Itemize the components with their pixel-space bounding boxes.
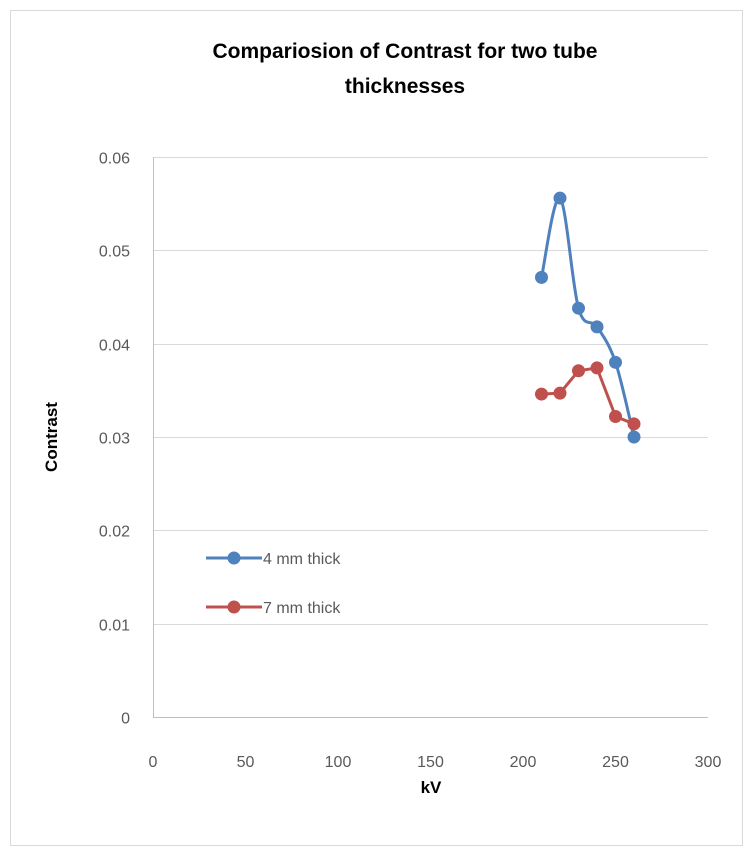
y-tick-label: 0.05 [99, 244, 130, 261]
axes [153, 157, 708, 718]
chart-title-line-2: thicknesses [345, 75, 465, 98]
y-tick-label: 0.06 [99, 151, 130, 168]
y-axis-title: Contrast [42, 402, 61, 472]
chart-border [10, 10, 743, 846]
chart-title-line-1: Compariosion of Contrast for two tube [213, 40, 598, 63]
x-tick-labels: 0 50 100 150 200 250 300 [149, 754, 722, 771]
x-tick-label: 50 [237, 754, 255, 771]
data-point [609, 355, 622, 369]
data-point [627, 430, 641, 444]
legend-swatch-marker [227, 600, 241, 614]
data-point [535, 270, 548, 284]
y-tick-labels: 0 0.01 0.02 0.03 0.04 0.05 0.06 [99, 151, 130, 728]
series-1 [535, 191, 641, 444]
x-axis-title: kV [421, 778, 442, 797]
data-point [627, 417, 641, 431]
data-point [553, 386, 567, 400]
y-tick-label: 0.04 [99, 338, 130, 355]
y-tick-label: 0.03 [99, 431, 130, 448]
plot-series [535, 191, 641, 444]
series-2 [535, 361, 641, 431]
gridlines [153, 157, 708, 625]
y-tick-label: 0.01 [99, 618, 130, 635]
data-point [553, 191, 567, 205]
x-tick-label: 100 [325, 754, 352, 771]
legend-entry: 7 mm thick [206, 600, 341, 617]
y-tick-label: 0.02 [99, 524, 130, 541]
legend-label: 7 mm thick [263, 600, 341, 617]
x-tick-label: 300 [695, 754, 722, 771]
x-tick-label: 0 [149, 754, 158, 771]
data-point [590, 320, 604, 334]
x-tick-label: 150 [417, 754, 444, 771]
legend-swatch-marker [227, 551, 241, 565]
y-tick-label: 0 [121, 711, 130, 728]
legend: 4 mm thick 7 mm thick [206, 551, 341, 617]
data-point [572, 301, 585, 315]
legend-label: 4 mm thick [263, 551, 341, 568]
data-point [590, 361, 604, 375]
data-point [535, 387, 548, 401]
x-tick-label: 200 [510, 754, 537, 771]
data-point [572, 364, 585, 378]
legend-entry: 4 mm thick [206, 551, 341, 568]
data-point [609, 409, 622, 423]
x-tick-label: 250 [602, 754, 629, 771]
